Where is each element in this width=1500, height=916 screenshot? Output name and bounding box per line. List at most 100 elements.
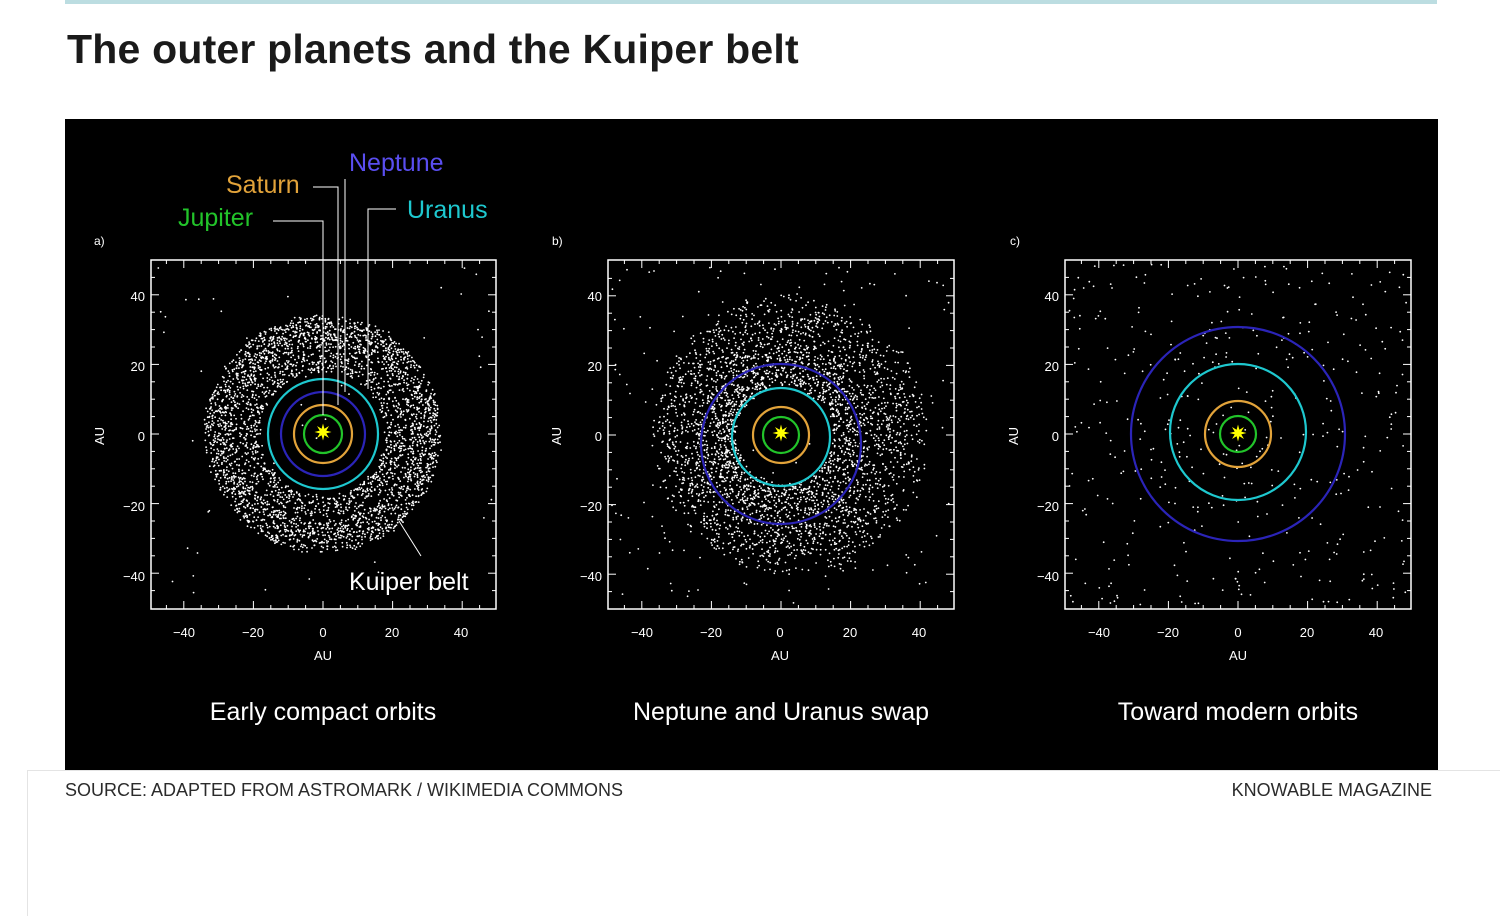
particle-dot	[415, 501, 418, 503]
particle-dot	[398, 351, 401, 354]
particle-dot	[306, 546, 308, 549]
particle-dot	[811, 326, 814, 329]
particle-dot	[386, 402, 389, 405]
particle-dot	[822, 503, 825, 506]
particle-dot	[205, 407, 208, 410]
particle-dot	[236, 445, 239, 448]
particle-dot	[377, 382, 380, 385]
particle-dot	[372, 378, 375, 381]
particle-dot	[824, 320, 827, 322]
particle-dot	[744, 478, 747, 481]
particle-dot	[863, 412, 866, 415]
particle-dot	[231, 453, 234, 456]
particle-dot	[728, 495, 730, 498]
particle-dot	[388, 370, 391, 372]
particle-dot	[427, 430, 429, 433]
particle-dot	[412, 359, 414, 362]
particle-dot	[358, 526, 361, 528]
particle-dot	[723, 478, 726, 480]
particle-dot	[400, 471, 402, 473]
particle-dot	[408, 354, 411, 357]
particle-dot	[329, 326, 332, 328]
particle-dot	[422, 478, 425, 481]
particle-dot	[722, 337, 725, 340]
particle-dot	[279, 370, 282, 373]
particle-dot	[349, 322, 351, 325]
particle-dot	[416, 467, 419, 469]
particle-dot	[843, 368, 845, 371]
particle-dot	[300, 501, 303, 504]
particle-dot	[742, 363, 745, 366]
particle-dot	[296, 347, 299, 350]
uranus-leader	[367, 208, 396, 389]
particle-dot	[793, 527, 795, 530]
particle-dot	[410, 404, 413, 407]
particle-dot	[369, 343, 372, 346]
particle-dot	[229, 464, 232, 467]
particle-dot	[242, 499, 245, 502]
particle-dot	[400, 416, 402, 418]
particle-dot	[386, 524, 389, 526]
particle-dot	[819, 483, 821, 486]
particle-dot	[282, 510, 285, 513]
particle-dot	[282, 541, 285, 544]
particle-dot	[329, 520, 332, 523]
particle-dot	[344, 495, 347, 498]
particle-dot	[783, 537, 785, 540]
particle-dot	[246, 337, 248, 339]
particle-dot	[332, 510, 335, 513]
particle-dot	[400, 358, 402, 361]
particle-dot	[767, 549, 770, 552]
particle-dot	[266, 535, 268, 538]
particle-dot	[425, 426, 428, 429]
particle-dot	[354, 322, 356, 325]
particle-dot	[398, 382, 400, 385]
particle-dot	[298, 336, 301, 339]
particle-dot	[857, 445, 859, 448]
particle-dot	[827, 340, 830, 343]
particle-dot	[377, 517, 380, 519]
particle-dot	[800, 536, 802, 538]
particle-dot	[404, 426, 407, 429]
particle-dot	[735, 403, 737, 406]
particle-dot	[702, 439, 704, 442]
particle-dot	[328, 333, 330, 335]
particle-dot	[406, 367, 409, 370]
particle-dot	[713, 445, 716, 448]
particle-dot	[432, 401, 435, 403]
particle-dot	[715, 417, 717, 420]
particle-dot	[403, 381, 405, 384]
particle-dot	[378, 529, 381, 531]
particle-dot	[309, 342, 312, 345]
particle-dot	[332, 546, 334, 548]
particle-dot	[355, 546, 358, 548]
particle-dot	[287, 347, 289, 350]
particle-dot	[890, 442, 892, 444]
particle-dot	[684, 373, 687, 376]
particle-dot	[888, 424, 890, 427]
particle-dot	[241, 469, 244, 472]
particle-dot	[419, 395, 421, 398]
particle-dot	[385, 414, 388, 417]
particle-dot	[717, 436, 720, 439]
particle-dot	[249, 481, 252, 483]
particle-dot	[330, 367, 333, 370]
particle-dot	[433, 394, 435, 396]
particle-dot	[386, 370, 388, 373]
particle-dot	[699, 374, 701, 377]
particle-dot	[275, 509, 277, 512]
particle-dot	[366, 488, 369, 491]
particle-dot	[767, 500, 770, 502]
particle-dot	[434, 453, 437, 456]
particle-dot	[397, 360, 400, 363]
particle-dot	[381, 482, 384, 485]
particle-dot	[330, 538, 333, 541]
particle-dot	[898, 403, 900, 406]
particle-dot	[370, 342, 373, 345]
particle-dot	[425, 466, 427, 469]
particle-dot	[881, 516, 884, 518]
particle-dot	[213, 464, 216, 467]
particle-dot	[211, 420, 214, 422]
particle-dot	[233, 475, 236, 478]
particle-dot	[900, 415, 903, 418]
